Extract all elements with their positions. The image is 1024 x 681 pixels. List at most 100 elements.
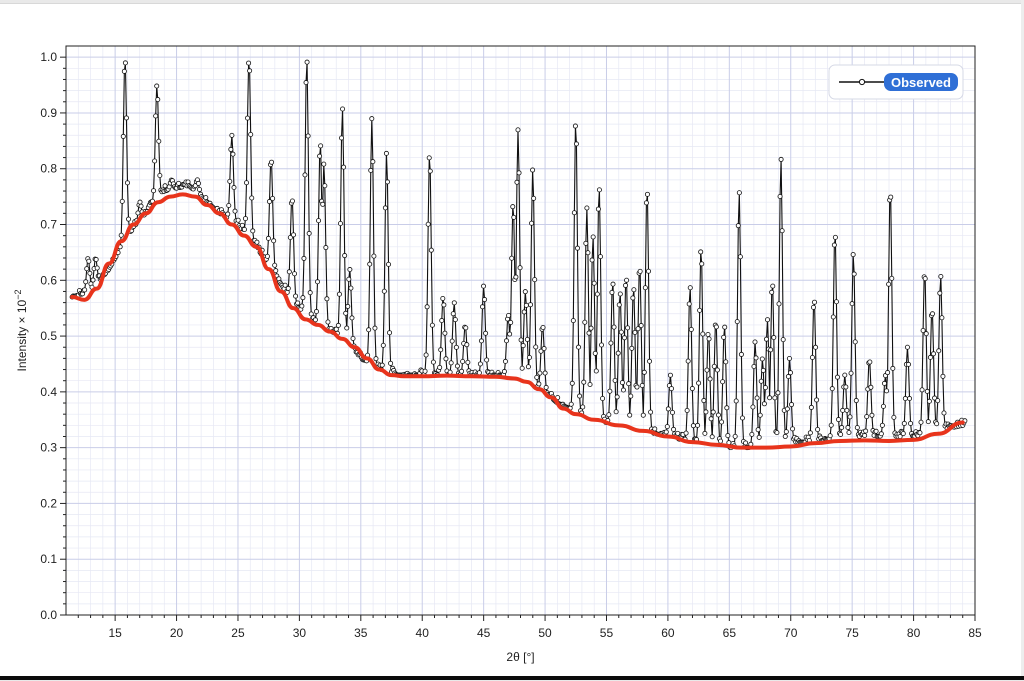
observed-point [758,378,764,384]
y-tick-label: 0.6 [40,273,57,287]
diffraction-chart: 15 20 25 30 35 40 45 50 55 60 65 70 75 80 85 0.0 0.1 0.2… [13,45,982,664]
observed-point [322,183,328,189]
observed-point [82,287,88,293]
observed-point [345,303,351,309]
observed-point [341,164,347,170]
observed-point [941,410,947,416]
observed-point [725,433,731,439]
observed-point [286,269,292,275]
observed-point [250,228,256,234]
observed-point [813,344,819,350]
observed-point [430,359,436,365]
observed-point [690,423,696,429]
observed-point [596,187,602,193]
observed-point [339,135,345,141]
observed-point [738,351,744,357]
observed-point [711,363,717,369]
observed-point [902,396,908,402]
observed-point [318,143,324,149]
observed-point [702,430,708,436]
observed-point [513,274,519,280]
observed-point [839,425,845,431]
observed-point [833,299,839,305]
observed-point [830,314,836,320]
observed-point [266,199,272,205]
observed-point [228,146,234,152]
observed-point [608,340,614,346]
observed-point [757,412,763,418]
observed-point [701,398,707,404]
observed-point [881,380,887,386]
observed-point [282,282,288,288]
observed-point [644,191,650,197]
observed-point [422,368,428,374]
observed-point [812,299,818,305]
observed-point [739,415,745,421]
observed-point [809,354,815,360]
observed-point [599,342,605,348]
observed-point [704,367,710,373]
observed-point [306,230,312,236]
observed-point [118,232,124,238]
observed-point [698,249,704,255]
observed-point [889,275,895,281]
observed-point [521,309,527,315]
observed-point [246,60,252,66]
observed-point [625,325,631,331]
observed-point [509,255,515,261]
observed-point [570,318,576,324]
observed-point [254,239,260,245]
x-tick-label: 65 [723,626,737,640]
observed-point [285,285,291,291]
observed-point [515,127,521,133]
observed-point [688,326,694,332]
observed-point [734,319,740,325]
observed-point [935,398,941,404]
observed-point [934,421,940,427]
x-tick-label: 35 [354,626,368,640]
observed-point [388,360,394,366]
observed-point [235,217,241,223]
observed-point [372,325,378,331]
observed-point [832,234,838,240]
observed-point [151,188,157,194]
observed-point [293,293,299,299]
observed-point [808,404,814,410]
observed-point [920,327,926,333]
y-tick-label: 0.0 [40,608,57,622]
observed-point [484,357,490,363]
observed-point [476,370,482,376]
observed-point [638,323,644,329]
observed-point [122,60,128,66]
observed-point [689,386,695,392]
observed-point [84,266,90,272]
observed-point [754,395,760,401]
observed-point [611,324,617,330]
observed-point [846,430,852,436]
observed-point [382,205,388,211]
observed-point [684,407,690,413]
observed-point [452,317,458,323]
observed-point [517,265,523,271]
observed-point [510,204,516,210]
observed-point [617,291,623,297]
observed-point [930,311,936,317]
observed-point [719,419,725,425]
observed-point [790,426,796,432]
observed-point [369,116,375,122]
observed-point [317,153,323,159]
observed-point [939,315,945,321]
observed-point [425,221,431,227]
observed-point [343,310,349,316]
observed-point [427,168,433,174]
observed-point [597,254,603,260]
observed-point [536,381,542,387]
observed-point [87,270,93,276]
observed-point [607,388,613,394]
legend[interactable]: Observed [828,64,964,100]
observed-point [426,155,432,161]
observed-point [848,370,854,376]
observed-point [93,257,99,263]
observed-point [668,386,674,392]
observed-point [845,425,851,431]
